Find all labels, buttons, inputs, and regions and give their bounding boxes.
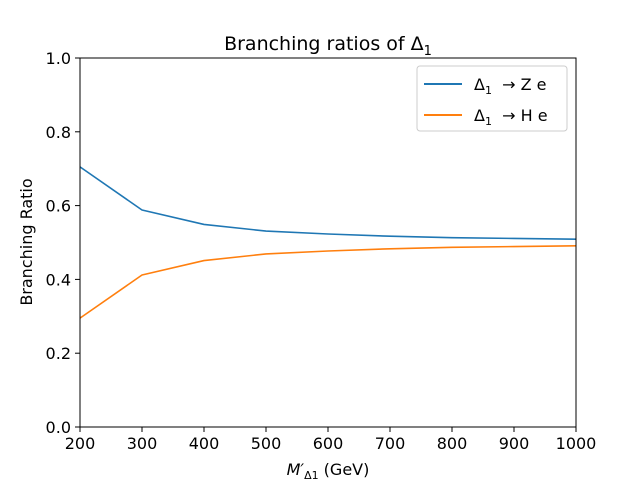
x-axis-title-unit: (GeV) [319, 460, 370, 479]
y-tick-label: 0.4 [46, 270, 71, 289]
y-tick-label: 0.6 [46, 197, 71, 216]
legend-subscript: 1 [485, 84, 492, 97]
x-tick-label: 500 [251, 434, 282, 453]
legend: Δ1 → Z eΔ1 → H e [416, 65, 568, 132]
y-axis-title: Branching Ratio [17, 178, 36, 305]
chart-title: Branching ratios of Δ1 [224, 33, 432, 59]
legend-decay: → Z e [492, 75, 547, 94]
y-tick-label: 1.0 [46, 49, 71, 68]
legend-symbol: Δ [474, 75, 485, 94]
x-axis-title-main: M′ [287, 460, 305, 479]
series-line-1 [79, 166, 577, 240]
legend-label-1: Δ1 → Z e [474, 75, 547, 97]
chart-title-main: Branching ratios of Δ [224, 33, 424, 55]
x-tick-label: 900 [499, 434, 530, 453]
x-tick-label: 700 [375, 434, 406, 453]
series-layer [79, 166, 577, 319]
series-line-2 [79, 245, 577, 319]
x-axis-title: M′Δ1 (GeV) [287, 460, 370, 480]
x-axis-title-subscript: Δ1 [304, 469, 319, 480]
x-tick-label: 800 [437, 434, 468, 453]
y-tick-label: 0.8 [46, 123, 71, 142]
x-tick-label: 200 [65, 434, 96, 453]
x-tick-label: 600 [313, 434, 344, 453]
x-tick-label: 1000 [556, 434, 597, 453]
legend-symbol: Δ [474, 106, 485, 125]
legend-decay: → H e [492, 106, 548, 125]
x-tick-label: 300 [127, 434, 158, 453]
chart-title-subscript: 1 [424, 44, 432, 59]
y-tick-label: 0.2 [46, 344, 71, 363]
x-axis: 200 300 400 500 600 700 800 900 1000 [65, 427, 597, 453]
y-axis: 0.0 0.2 0.4 0.6 0.8 1.0 [46, 49, 80, 437]
x-tick-label: 400 [189, 434, 220, 453]
y-tick-label: 0.0 [46, 418, 71, 437]
legend-label-2: Δ1 → H e [474, 106, 548, 128]
legend-subscript: 1 [485, 115, 492, 128]
